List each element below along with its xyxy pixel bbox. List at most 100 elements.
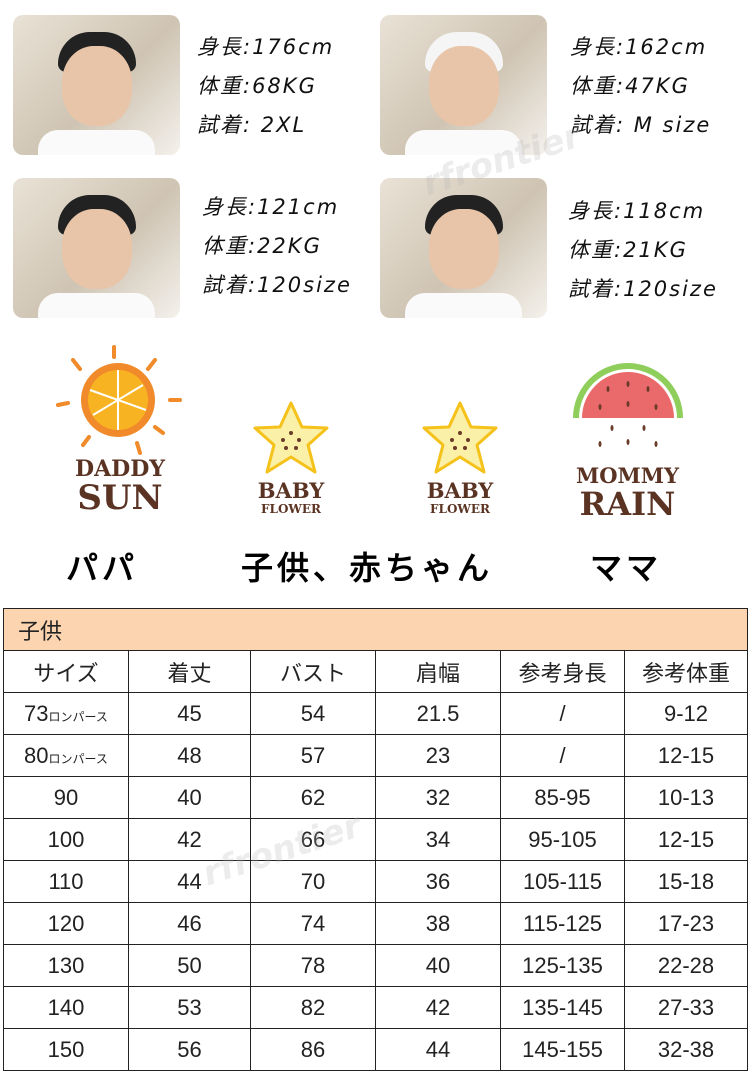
size-value: 150 xyxy=(47,1036,85,1062)
model-info-mom: 身長:162cm 体重:47KG 試着: M size xyxy=(570,28,711,145)
model-info-dad: 身長:176cm 体重:68KG 試着: 2XL xyxy=(197,28,334,145)
table-cell: 57 xyxy=(250,734,376,777)
table-cell: 40 xyxy=(128,776,251,819)
daddy-sun-logo: DADDY SUN xyxy=(60,458,180,516)
table-cell: 48 xyxy=(128,734,251,777)
model-photo-boy xyxy=(13,178,180,318)
logo-line1: BABY xyxy=(426,478,494,503)
logo-line2: FLOWER xyxy=(260,502,321,516)
caption-mama: ママ xyxy=(590,549,663,587)
table-row: 110 44 70 36 105-115 15-18 xyxy=(3,860,748,903)
size-cell: 90 xyxy=(3,776,129,819)
table-cell: 45 xyxy=(128,692,251,735)
model-fit: 試着: M size xyxy=(570,113,712,137)
baby-flower-logo: BABY FLOWER xyxy=(236,478,346,517)
table-cell: 27-33 xyxy=(624,986,748,1029)
table-row: 150 56 86 44 145-155 32-38 xyxy=(3,1028,748,1071)
table-cell: 22-28 xyxy=(624,944,748,987)
model-info-girl: 身長:118cm 体重:21KG 試着:120size xyxy=(568,192,718,309)
size-cell: 120 xyxy=(3,902,129,945)
table-row: 100 42 66 34 95-105 12-15 xyxy=(3,818,748,861)
size-cell: 140 xyxy=(3,986,129,1029)
model-fit: 試着:120size xyxy=(202,273,352,297)
mommy-rain-logo: MOMMY RAIN xyxy=(570,463,685,523)
table-cell: 56 xyxy=(128,1028,251,1071)
column-header: サイズ xyxy=(3,650,129,693)
size-cell: 130 xyxy=(3,944,129,987)
table-cell: 12-15 xyxy=(624,818,748,861)
table-cell: 95-105 xyxy=(500,818,625,861)
table-cell: 9-12 xyxy=(624,692,748,735)
watermelon-icon xyxy=(573,363,683,447)
table-cell: 42 xyxy=(375,986,501,1029)
table-cell: 115-125 xyxy=(500,902,625,945)
table-cell: 32 xyxy=(375,776,501,819)
table-cell: 44 xyxy=(375,1028,501,1071)
logo-line2: FLOWER xyxy=(429,502,490,516)
table-cell: 85-95 xyxy=(500,776,625,819)
column-header: バスト xyxy=(250,650,376,693)
model-fit: 試着:120size xyxy=(568,277,718,301)
size-value: 80 xyxy=(24,742,49,768)
model-info-boy: 身長:121cm 体重:22KG 試着:120size xyxy=(202,188,352,305)
table-cell: 15-18 xyxy=(624,860,748,903)
model-weight: 体重:21KG xyxy=(568,238,688,262)
table-cell: 17-23 xyxy=(624,902,748,945)
size-value: 120 xyxy=(47,910,85,936)
table-cell: 40 xyxy=(375,944,501,987)
table-cell: 12-15 xyxy=(624,734,748,777)
baby-flower-logo: BABY FLOWER xyxy=(405,478,515,517)
table-cell: / xyxy=(500,692,625,735)
model-weight: 体重:22KG xyxy=(202,234,322,258)
size-suffix: ロンパース xyxy=(48,751,108,766)
size-value: 130 xyxy=(47,952,85,978)
caption-kids: 子供、赤ちゃん xyxy=(241,549,494,587)
table-cell: 10-13 xyxy=(624,776,748,819)
model-height: 身長:118cm xyxy=(568,199,706,223)
table-cell: 82 xyxy=(250,986,376,1029)
model-height: 身長:162cm xyxy=(570,35,708,59)
table-cell: 145-155 xyxy=(500,1028,625,1071)
size-cell: 80ロンパース xyxy=(3,734,129,777)
size-value: 100 xyxy=(47,826,85,852)
logo-line2: RAIN xyxy=(579,485,676,523)
starfruit-icon xyxy=(253,401,329,474)
table-cell: 135-145 xyxy=(500,986,625,1029)
table-cell: 23 xyxy=(375,734,501,777)
table-cell: 36 xyxy=(375,860,501,903)
size-cell: 150 xyxy=(3,1028,129,1071)
table-cell: 53 xyxy=(128,986,251,1029)
table-cell: 70 xyxy=(250,860,376,903)
size-cell: 110 xyxy=(3,860,129,903)
logo-line1: DADDY xyxy=(74,456,165,482)
table-cell: 50 xyxy=(128,944,251,987)
logo-line1: MOMMY xyxy=(575,463,680,488)
table-cell: 78 xyxy=(250,944,376,987)
logo-line2: SUN xyxy=(77,478,163,518)
column-header: 肩幅 xyxy=(375,650,501,693)
table-row: 140 53 82 42 135-145 27-33 xyxy=(3,986,748,1029)
size-value: 73 xyxy=(24,700,49,726)
table-cell: 66 xyxy=(250,818,376,861)
table-cell: 44 xyxy=(128,860,251,903)
column-header: 参考身長 xyxy=(500,650,625,693)
table-title: 子供 xyxy=(3,608,748,651)
column-header: 参考体重 xyxy=(624,650,748,693)
size-value: 110 xyxy=(48,868,84,894)
starfruit-icon xyxy=(422,401,498,474)
size-table: 子供 サイズ 着丈 バスト 肩幅 参考身長 参考体重 73ロンパース 45 54 21.5/9-… xyxy=(3,608,748,1071)
column-header: 着丈 xyxy=(128,650,251,693)
orange-sun-icon xyxy=(56,345,182,455)
table-row: 73ロンパース 45 54 21.5/9-12 xyxy=(3,692,748,735)
table-cell: 54 xyxy=(250,692,376,735)
model-height: 身長:121cm xyxy=(202,195,340,219)
model-fit: 試着: 2XL xyxy=(197,113,307,137)
table-row: 80ロンパース 48 57 23/12-15 xyxy=(3,734,748,777)
table-cell: / xyxy=(500,734,625,777)
table-header-row: サイズ 着丈 バスト 肩幅 参考身長 参考体重 xyxy=(3,650,748,693)
table-cell: 62 xyxy=(250,776,376,819)
model-height: 身長:176cm xyxy=(197,35,335,59)
size-value: 140 xyxy=(47,994,85,1020)
logo-line1: BABY xyxy=(257,478,325,503)
